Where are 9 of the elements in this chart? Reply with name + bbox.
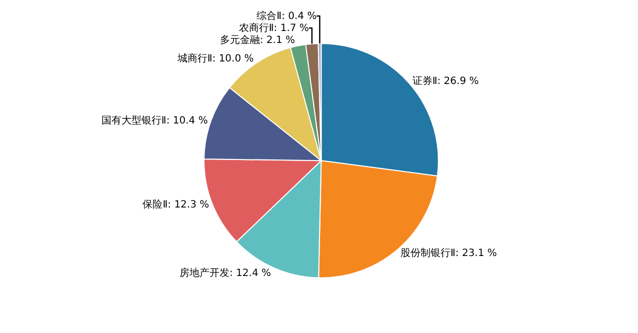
slice-label: 房地产开发: 12.4 % xyxy=(180,266,272,279)
slice-label: 多元金融: 2.1 % xyxy=(220,34,295,46)
slice-label: 保险Ⅱ: 12.3 % xyxy=(142,198,210,210)
slice-label: 股份制银行Ⅱ: 23.1 % xyxy=(400,247,497,260)
slice-label: 证券Ⅱ: 26.9 % xyxy=(412,74,479,87)
slice-label: 农商行Ⅱ: 1.7 % xyxy=(238,22,309,34)
slice-label: 城商行Ⅱ: 10.0 % xyxy=(176,52,254,65)
slice-label: 综合Ⅱ: 0.4 % xyxy=(256,10,317,22)
slice-label: 国有大型银行Ⅱ: 10.4 % xyxy=(101,114,208,127)
